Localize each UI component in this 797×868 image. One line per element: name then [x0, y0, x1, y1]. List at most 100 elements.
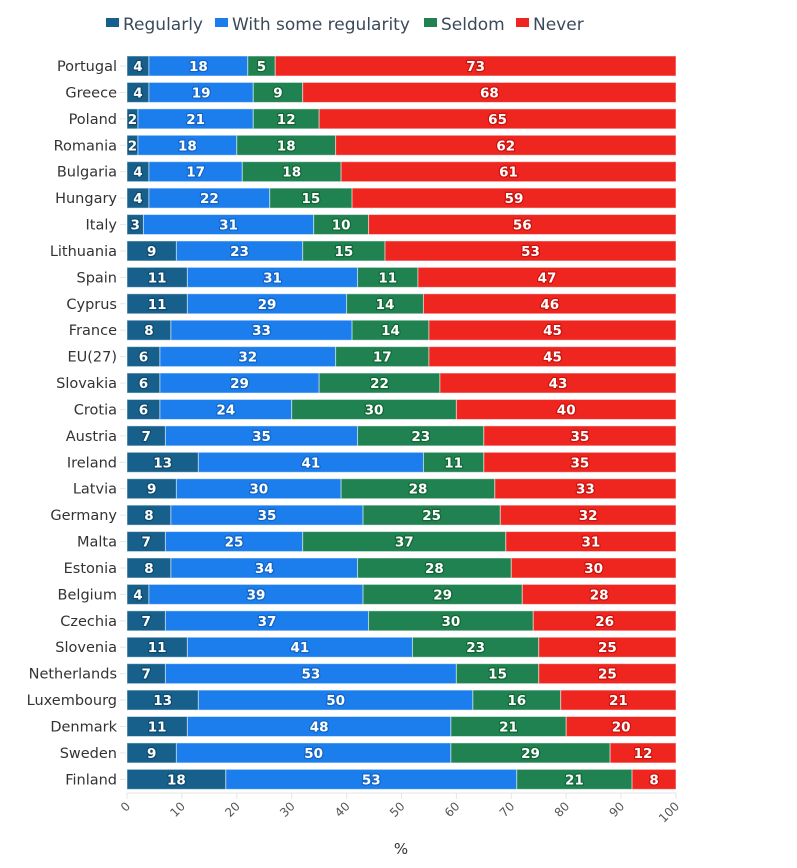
bar-segment-never[interactable] — [505, 531, 677, 553]
data-label: 7 — [142, 667, 151, 683]
legend-swatch — [215, 18, 228, 27]
category-label: Spain — [76, 270, 117, 286]
data-label: 62 — [496, 138, 515, 154]
data-label: 43 — [549, 376, 568, 392]
legend-item-with-some-regularity[interactable]: With some regularity — [215, 15, 410, 35]
data-label: 8 — [144, 508, 153, 524]
bar-segment-never[interactable] — [521, 583, 677, 605]
bar-segment-never[interactable] — [538, 663, 677, 685]
category-label: Sweden — [60, 746, 117, 762]
category-label: Greece — [65, 85, 117, 101]
bar-row-ireland: 13 41 11 35 — [126, 451, 677, 473]
x-tick-label: 80 — [552, 799, 573, 820]
data-label: 6 — [139, 350, 148, 366]
data-label: 25 — [598, 667, 617, 683]
data-label: 48 — [310, 720, 329, 736]
bar-segment-never[interactable] — [631, 768, 677, 790]
data-label: 9 — [273, 85, 282, 101]
bar-segment-never[interactable] — [422, 293, 677, 315]
category-label: Cyprus — [66, 297, 117, 313]
data-label: 30 — [365, 402, 384, 418]
data-label: 29 — [230, 376, 249, 392]
data-label: 50 — [326, 693, 345, 709]
data-label: 23 — [230, 244, 249, 260]
data-label: 11 — [378, 270, 397, 286]
category-label: Ireland — [67, 455, 117, 471]
legend: Regularly With some regularity Seldom Never — [106, 15, 584, 35]
category-label: Austria — [66, 429, 117, 445]
bar-segment-never[interactable] — [368, 214, 677, 236]
bar-segment-never[interactable] — [428, 319, 677, 341]
bar-row-spain: 11 31 11 47 — [126, 266, 677, 288]
bar-segment-never[interactable] — [302, 81, 677, 103]
legend-label: Never — [533, 15, 584, 35]
x-tick-label: 90 — [607, 799, 628, 820]
data-label: 23 — [466, 640, 485, 656]
bar-segment-never[interactable] — [335, 134, 677, 156]
bar-segment-never[interactable] — [274, 55, 677, 77]
x-tick-label: 50 — [387, 799, 408, 820]
data-label: 2 — [128, 138, 137, 154]
bar-segment-never[interactable] — [483, 425, 677, 447]
category-label: Slovenia — [55, 640, 117, 656]
category-label: Netherlands — [29, 667, 117, 683]
data-label: 14 — [381, 323, 400, 339]
legend-item-never[interactable]: Never — [516, 15, 584, 35]
legend-item-seldom[interactable]: Seldom — [424, 15, 505, 35]
category-label: Romania — [54, 138, 117, 154]
bar-segment-never[interactable] — [560, 689, 677, 711]
data-label: 7 — [142, 614, 151, 630]
x-axis: 0 10 20 30 40 50 60 70 80 90 100 — [118, 792, 682, 825]
bar-segment-never[interactable] — [417, 266, 677, 288]
bar-row-slovenia: 11 41 23 25 — [126, 636, 677, 658]
bar-segment-never[interactable] — [510, 557, 677, 579]
bar-row-eu-27: 6 32 17 45 — [126, 346, 677, 368]
data-label: 37 — [258, 614, 277, 630]
data-label: 7 — [142, 429, 151, 445]
bar-segment-never[interactable] — [532, 610, 677, 632]
data-label: 29 — [521, 746, 540, 762]
category-label: Crotia — [74, 402, 117, 418]
data-label: 68 — [480, 85, 499, 101]
bar-row-belgium: 4 39 29 28 — [126, 583, 677, 605]
data-label: 17 — [373, 350, 392, 366]
bar-segment-never[interactable] — [340, 161, 677, 183]
legend-swatch — [424, 18, 437, 27]
category-label: France — [69, 323, 117, 339]
data-label: 16 — [507, 693, 526, 709]
bar-segment-never[interactable] — [538, 636, 677, 658]
data-label: 21 — [499, 720, 518, 736]
data-label: 31 — [263, 270, 282, 286]
data-label: 41 — [291, 640, 310, 656]
data-label: 28 — [425, 561, 444, 577]
x-tick-label: 70 — [497, 799, 518, 820]
data-label: 40 — [557, 402, 576, 418]
bar-segment-never[interactable] — [428, 346, 677, 368]
x-tick-label: 100 — [656, 799, 682, 825]
bar-segment-never[interactable] — [499, 504, 677, 526]
bar-segment-never[interactable] — [609, 742, 677, 764]
bar-segment-never[interactable] — [318, 108, 677, 130]
bar-segment-never[interactable] — [494, 478, 677, 500]
category-labels: Portugal Greece Poland Romania Bulgaria Hunga… — [27, 59, 126, 788]
bar-row-romania: 2 18 18 62 — [126, 134, 677, 156]
data-label: 7 — [142, 535, 151, 551]
data-label: 29 — [433, 587, 452, 603]
data-label: 22 — [200, 191, 219, 207]
data-label: 29 — [258, 297, 277, 313]
bar-row-crotia: 6 24 30 40 — [126, 398, 677, 420]
bar-row-cyprus: 11 29 14 46 — [126, 293, 677, 315]
data-label: 9 — [147, 746, 156, 762]
bar-segment-never[interactable] — [483, 451, 677, 473]
bar-segment-never[interactable] — [439, 372, 677, 394]
legend-item-regularly[interactable]: Regularly — [106, 15, 203, 35]
bar-segment-never[interactable] — [565, 716, 677, 737]
data-label: 30 — [249, 482, 268, 498]
data-label: 4 — [133, 85, 142, 101]
bar-row-estonia: 8 34 28 30 — [126, 557, 677, 579]
bar-segment-never[interactable] — [351, 187, 677, 209]
bar-segment-never[interactable] — [384, 240, 677, 262]
bar-row-latvia: 9 30 28 33 — [126, 478, 677, 500]
bar-segment-never[interactable] — [455, 398, 677, 420]
bar-row-austria: 7 35 23 35 — [126, 425, 677, 447]
